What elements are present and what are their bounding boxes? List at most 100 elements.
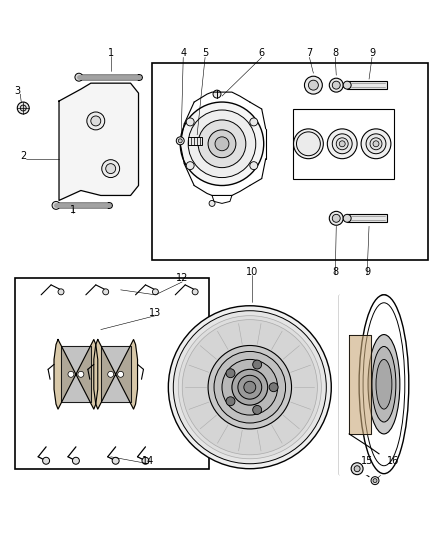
Text: 2: 2	[20, 151, 26, 161]
Circle shape	[339, 141, 345, 147]
Polygon shape	[54, 340, 98, 409]
Text: 6: 6	[259, 49, 265, 58]
Circle shape	[72, 457, 79, 464]
Circle shape	[361, 129, 391, 159]
Circle shape	[373, 479, 377, 482]
Circle shape	[188, 110, 256, 177]
Bar	[293, 109, 394, 179]
Circle shape	[106, 164, 116, 174]
Bar	[15, 278, 209, 469]
Polygon shape	[59, 83, 138, 200]
Ellipse shape	[372, 346, 396, 422]
Bar	[152, 63, 427, 260]
Ellipse shape	[359, 295, 409, 474]
Circle shape	[308, 80, 318, 90]
Circle shape	[297, 132, 320, 156]
Circle shape	[180, 102, 264, 185]
Circle shape	[17, 102, 29, 114]
Text: 8: 8	[332, 49, 338, 58]
Circle shape	[173, 311, 326, 464]
Text: 8: 8	[332, 267, 338, 277]
Polygon shape	[61, 346, 91, 402]
Text: 7: 7	[306, 49, 313, 58]
Circle shape	[215, 137, 229, 151]
Circle shape	[178, 316, 321, 459]
Ellipse shape	[376, 359, 392, 409]
Circle shape	[213, 90, 221, 98]
Circle shape	[238, 375, 262, 399]
Text: 12: 12	[176, 273, 188, 283]
Circle shape	[303, 138, 314, 150]
Circle shape	[343, 214, 351, 222]
Circle shape	[102, 160, 120, 177]
Polygon shape	[101, 346, 131, 402]
Circle shape	[91, 116, 101, 126]
Circle shape	[20, 105, 26, 111]
Circle shape	[298, 134, 318, 154]
Bar	[188, 137, 202, 145]
Circle shape	[293, 129, 323, 159]
Circle shape	[253, 406, 261, 414]
Circle shape	[168, 306, 331, 469]
Circle shape	[250, 118, 258, 126]
Text: 13: 13	[149, 308, 162, 318]
Circle shape	[371, 477, 379, 484]
Text: 14: 14	[142, 456, 155, 466]
Circle shape	[304, 76, 322, 94]
Text: 10: 10	[246, 267, 258, 277]
Circle shape	[103, 289, 109, 295]
Polygon shape	[339, 295, 429, 474]
Polygon shape	[349, 335, 371, 434]
Circle shape	[186, 118, 194, 126]
Circle shape	[214, 351, 286, 423]
Ellipse shape	[363, 303, 405, 466]
Circle shape	[232, 369, 268, 405]
Text: 1: 1	[70, 205, 76, 215]
Circle shape	[87, 112, 105, 130]
Polygon shape	[94, 340, 138, 409]
Circle shape	[269, 383, 278, 392]
Circle shape	[370, 138, 382, 150]
Circle shape	[208, 130, 236, 158]
Circle shape	[332, 81, 340, 89]
Circle shape	[226, 369, 235, 378]
Circle shape	[108, 372, 114, 377]
Circle shape	[198, 120, 246, 168]
Ellipse shape	[366, 311, 402, 458]
Circle shape	[192, 289, 198, 295]
Circle shape	[343, 81, 351, 89]
Circle shape	[332, 214, 340, 222]
Text: 16: 16	[387, 456, 399, 466]
Text: 3: 3	[14, 86, 20, 96]
Text: 4: 4	[180, 49, 186, 58]
Circle shape	[244, 381, 256, 393]
Text: 1: 1	[108, 49, 114, 58]
Text: 9: 9	[364, 267, 370, 277]
Circle shape	[336, 138, 348, 150]
Circle shape	[152, 289, 159, 295]
Circle shape	[58, 289, 64, 295]
Circle shape	[253, 360, 261, 369]
Circle shape	[226, 397, 235, 406]
Circle shape	[208, 345, 292, 429]
Circle shape	[68, 372, 74, 377]
Circle shape	[327, 129, 357, 159]
Circle shape	[373, 141, 379, 147]
Ellipse shape	[368, 335, 400, 434]
Circle shape	[332, 134, 352, 154]
Circle shape	[329, 212, 343, 225]
Circle shape	[42, 457, 49, 464]
Text: 5: 5	[202, 49, 208, 58]
Circle shape	[178, 139, 182, 143]
Circle shape	[351, 463, 363, 475]
Circle shape	[209, 200, 215, 206]
Bar	[347, 81, 387, 89]
Circle shape	[250, 161, 258, 169]
Text: 9: 9	[369, 49, 375, 58]
Circle shape	[329, 78, 343, 92]
Circle shape	[366, 134, 386, 154]
Circle shape	[78, 372, 84, 377]
Circle shape	[142, 457, 149, 464]
Bar	[347, 214, 387, 222]
Circle shape	[186, 161, 194, 169]
